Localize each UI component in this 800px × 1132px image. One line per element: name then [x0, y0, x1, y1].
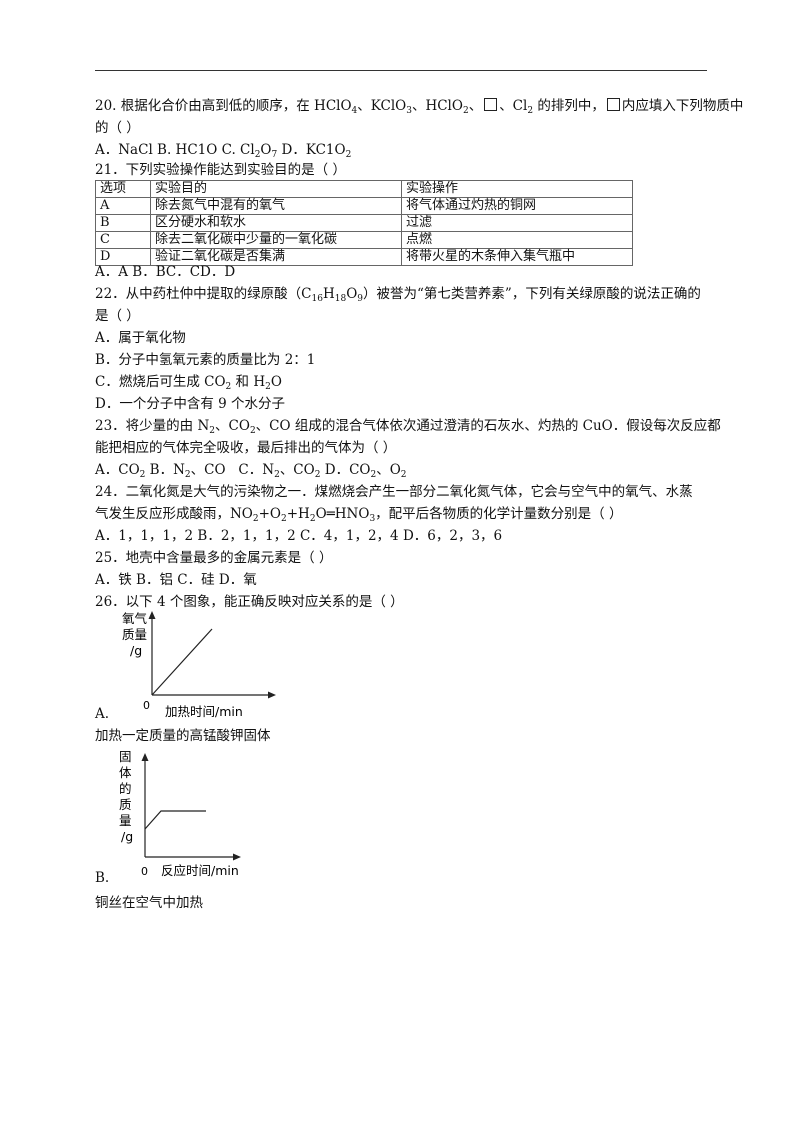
graph-a-origin: 0	[143, 699, 150, 712]
q23-options: A．CO2 B．N2、CO C．N2、CO2 D．CO2、O2	[95, 462, 407, 480]
q24-options: A．1，1，1，2 B．2，1，1，2 C．4，1，2，4 D．6，2，3，6	[95, 528, 503, 544]
graph-b-ylabel: 量	[119, 813, 132, 828]
table-cell: A	[95, 197, 151, 215]
q22-option-a: A．属于氧化物	[95, 330, 186, 346]
graph-b-line	[144, 810, 206, 830]
graph-b-y-arrow	[141, 753, 149, 761]
table-cell: 点燃	[401, 231, 633, 249]
graph-a-xlabel: 加热时间/min	[165, 704, 243, 719]
q22-option-d: D．一个分子中含有 9 个水分子	[95, 396, 285, 412]
graph-b-origin: 0	[141, 865, 148, 878]
graph-a-line	[151, 628, 213, 696]
table-cell: 过滤	[401, 214, 633, 232]
table-header-row: 选项 实验目的 实验操作	[95, 180, 633, 198]
q24-line2: 气发生反应形成酸雨，NO2+O2+H2O═HNO3，配平后各物质的化学计量数分别…	[95, 506, 623, 524]
table-cell: 验证二氧化碳是否集满	[150, 248, 402, 266]
graph-b-ylabel: 质	[119, 797, 132, 812]
blank-box	[606, 98, 620, 111]
q21-stem: 21．下列实验操作能达到实验目的是（ ）	[95, 162, 346, 178]
graph-a: 氧气 质量 /g 0 加热时间/min	[122, 611, 276, 719]
q20-line1: 20. 根据化合价由高到低的顺序，在 HClO4、KClO3、HClO2、 、Cl…	[95, 98, 744, 116]
table-header-cell: 实验操作	[401, 180, 633, 198]
q21-table: 选项 实验目的 实验操作 A 除去氮气中混有的氧气 将气体通过灼热的铜网 B 区…	[95, 180, 633, 266]
q20-line2: 的（ ）	[95, 120, 140, 136]
table-row: B 区分硬水和软水 过滤	[95, 214, 633, 232]
graph-a-x-arrow	[268, 691, 276, 699]
q21-options: A．A B．BC．CD．D	[95, 264, 236, 280]
q22-line1: 22．从中药杜仲中提取的绿原酸（C16H18O9）被誉为“第七类营养素”，下列有…	[95, 286, 701, 304]
graph-b-ylabel: /g	[121, 829, 133, 844]
table-cell: B	[95, 214, 151, 232]
q20-options: A．NaCl B. HC1O C. Cl2O7 D．KC1O2	[95, 142, 352, 160]
graph-b-letter: B.	[95, 870, 110, 886]
table-cell: C	[95, 231, 151, 249]
table-cell: D	[95, 248, 151, 266]
table-header-cell: 选项	[95, 180, 151, 198]
graph-b-ylabel: 的	[119, 781, 132, 796]
q23-line1: 23．将少量的由 N2、CO2、CO 组成的混合气体依次通过澄清的石灰水、灼热的…	[95, 418, 721, 436]
graph-a-ylabel: 氧气	[122, 611, 148, 626]
graph-a-caption: 加热一定质量的高锰酸钾固体	[95, 728, 271, 744]
table-row: C 除去二氧化碳中少量的一氧化碳 点燃	[95, 231, 633, 249]
blank-box	[484, 98, 498, 111]
graph-b-ylabel: 体	[119, 765, 132, 780]
q23-line2: 能把相应的气体完全吸收，最后排出的气体为（ ）	[95, 440, 397, 456]
table-row: A 除去氮气中混有的氧气 将气体通过灼热的铜网	[95, 197, 633, 215]
graph-a-letter: A.	[95, 706, 110, 722]
q25-stem: 25．地壳中含量最多的金属元素是（ ）	[95, 550, 333, 566]
table-cell: 将气体通过灼热的铜网	[401, 197, 633, 215]
graph-b-caption: 铜丝在空气中加热	[95, 895, 203, 911]
table-header-cell: 实验目的	[150, 180, 402, 198]
graph-b: 固 体 的 质 量 /g 0 反应时间/min	[119, 749, 241, 878]
table-cell: 除去氮气中混有的氧气	[150, 197, 402, 215]
graph-a-y-arrow	[148, 611, 156, 619]
graph-b-xlabel: 反应时间/min	[161, 863, 239, 878]
q25-options: A．铁 B．铝 C．硅 D．氧	[95, 572, 257, 588]
q22-line2: 是（ ）	[95, 308, 140, 324]
q26-stem: 26．以下 4 个图象，能正确反映对应关系的是（ ）	[95, 594, 404, 610]
table-row: D 验证二氧化碳是否集满 将带火星的木条伸入集气瓶中	[95, 248, 633, 266]
graph-b-ylabel: 固	[119, 749, 132, 764]
q22-option-b: B．分子中氢氧元素的质量比为 2：1	[95, 352, 316, 368]
table-cell: 除去二氧化碳中少量的一氧化碳	[150, 231, 402, 249]
q24-line1: 24．二氧化氮是大气的污染物之一．煤燃烧会产生一部分二氧化氮气体，它会与空气中的…	[95, 484, 693, 500]
table-cell: 将带火星的木条伸入集气瓶中	[401, 248, 633, 266]
graph-b-x-arrow	[233, 853, 241, 861]
q22-option-c: C．燃烧后可生成 CO2 和 H2O	[95, 374, 282, 392]
table-cell: 区分硬水和软水	[150, 214, 402, 232]
graph-a-ylabel: 质量	[122, 627, 147, 642]
graph-a-ylabel: /g	[130, 643, 142, 658]
header-rule	[95, 70, 707, 71]
